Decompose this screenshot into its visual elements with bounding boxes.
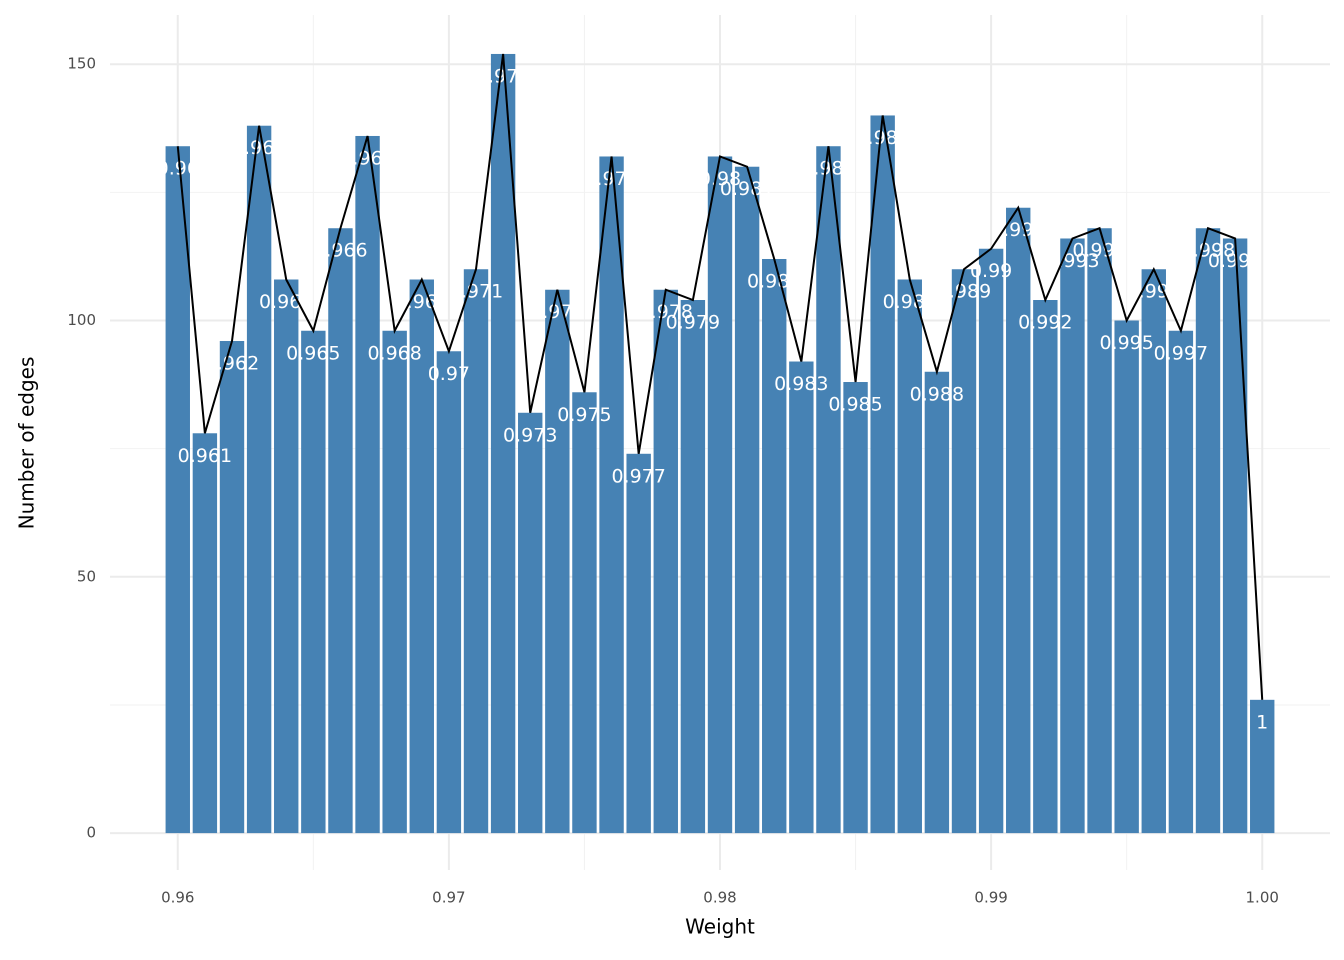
bar — [1114, 320, 1139, 834]
bar — [816, 146, 841, 834]
bar — [436, 351, 462, 834]
data-label: 1 — [1256, 711, 1268, 733]
data-label: 0.976 — [584, 168, 638, 190]
data-label: 0.961 — [178, 445, 232, 467]
x-tick-label: 0.97 — [432, 889, 465, 907]
bar — [1141, 269, 1166, 834]
bar — [572, 392, 597, 834]
bar — [409, 279, 434, 834]
data-label: 0.973 — [503, 424, 557, 446]
bar — [355, 135, 380, 834]
data-label: 0.966 — [313, 240, 367, 262]
data-label: 0.98 — [699, 168, 741, 190]
bar — [545, 289, 570, 834]
bar — [897, 279, 922, 834]
data-label: 0.984 — [801, 158, 855, 180]
data-label: 0.985 — [828, 394, 882, 416]
x-tick-label: 1.00 — [1246, 889, 1279, 907]
data-label: 0.994 — [1072, 240, 1126, 262]
bar — [1006, 207, 1031, 834]
bar — [626, 453, 651, 834]
bar — [843, 382, 868, 834]
bar — [1250, 699, 1275, 834]
data-label: 0.987 — [883, 291, 937, 313]
data-label: 0.96 — [157, 158, 199, 180]
data-label: 0.972 — [476, 65, 530, 87]
data-label: 0.963 — [232, 137, 286, 159]
bar — [382, 330, 407, 834]
bar — [192, 433, 218, 834]
bar — [870, 115, 895, 834]
bar — [789, 361, 814, 834]
bar — [734, 166, 760, 834]
data-label: 0.999 — [1208, 250, 1262, 272]
data-label: 0.969 — [395, 291, 449, 313]
data-label: 0.971 — [449, 281, 503, 303]
data-label: 0.978 — [639, 301, 693, 323]
data-label: 0.99 — [970, 260, 1012, 282]
data-label: 0.968 — [367, 342, 421, 364]
data-label: 0.964 — [259, 291, 313, 313]
data-label: 0.97 — [428, 363, 470, 385]
bar — [707, 156, 733, 834]
bar — [1168, 330, 1194, 834]
bars — [165, 53, 1275, 834]
bar — [518, 412, 543, 834]
bar — [328, 228, 353, 834]
data-label: 0.992 — [1018, 312, 1072, 334]
bar — [978, 248, 1004, 834]
bar — [274, 279, 299, 834]
labels: 0 50 100 150 0.96 0.97 0.98 0.99 1.00 0.96 0.961 0.… — [67, 55, 1279, 907]
x-tick-label: 0.98 — [703, 889, 736, 907]
x-axis-title: Weight — [685, 915, 755, 939]
y-tick-label: 0 — [86, 824, 96, 842]
data-label: 0.981 — [720, 178, 774, 200]
x-tick-label: 0.99 — [974, 889, 1007, 907]
data-label: 0.979 — [666, 312, 720, 334]
data-label: 0.977 — [611, 465, 665, 487]
data-label: 0.993 — [1045, 250, 1099, 272]
bar — [219, 341, 245, 834]
data-label: 0.982 — [747, 270, 801, 292]
x-tick-label: 0.96 — [161, 889, 194, 907]
bar — [1033, 300, 1058, 834]
data-label: 0.983 — [774, 373, 828, 395]
data-label: 0.967 — [340, 147, 394, 169]
data-label: 0.975 — [557, 404, 611, 426]
bar — [165, 146, 190, 834]
data-label: 0.996 — [1127, 281, 1181, 303]
bar — [490, 53, 516, 834]
bar — [599, 156, 624, 834]
data-label: 0.965 — [286, 342, 340, 364]
bar — [924, 371, 950, 834]
bar — [1060, 238, 1085, 834]
bar — [653, 289, 678, 834]
bar — [1087, 228, 1112, 834]
data-label: 0.974 — [530, 301, 584, 323]
bar — [1195, 228, 1221, 834]
y-tick-label: 150 — [67, 55, 96, 73]
bar — [246, 125, 272, 834]
data-label: 0.997 — [1154, 342, 1208, 364]
bar — [951, 269, 977, 834]
data-label: 0.989 — [937, 281, 991, 303]
y-axis-title: Number of edges — [15, 357, 39, 530]
y-tick-label: 100 — [67, 311, 96, 329]
trend-line — [176, 53, 1264, 700]
y-tick-label: 50 — [77, 567, 96, 585]
data-label: 0.998 — [1181, 240, 1235, 262]
data-label: 0.988 — [910, 383, 964, 405]
data-label: 0.991 — [991, 219, 1045, 241]
data-label: 0.995 — [1099, 332, 1153, 354]
bar — [463, 269, 489, 834]
bar — [301, 330, 326, 834]
bar — [762, 258, 787, 834]
bar — [1222, 238, 1248, 834]
data-label: 0.986 — [855, 127, 909, 149]
data-label: 0.962 — [205, 353, 259, 375]
bar — [680, 300, 706, 834]
